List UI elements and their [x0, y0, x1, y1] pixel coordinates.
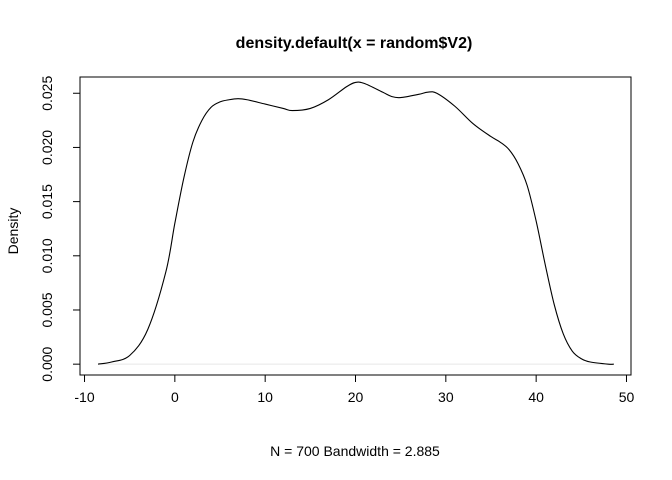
x-tick-label: -10: [74, 389, 94, 405]
y-tick-label: 0.020: [39, 130, 55, 165]
x-tick-label: 50: [619, 389, 635, 405]
y-tick-label: 0.015: [39, 184, 55, 219]
x-tick-label: 30: [438, 389, 454, 405]
density-curve: [97, 81, 614, 365]
y-tick-label: 0.000: [39, 346, 55, 381]
y-axis: 0.000 0.005 0.010 0.015 0.020 0.025: [39, 76, 81, 382]
y-tick-label: 0.005: [39, 292, 55, 327]
x-tick-label: 40: [528, 389, 544, 405]
y-tick-label: 0.010: [39, 238, 55, 273]
x-tick-label: 20: [348, 389, 364, 405]
x-axis: -10 0 10 20 30 40 50: [74, 374, 635, 405]
x-tick-label: 10: [257, 389, 273, 405]
y-axis-label: Density: [5, 208, 21, 255]
plot-frame: [79, 76, 632, 376]
x-tick-label: 0: [171, 389, 179, 405]
chart-title: density.default(x = random$V2): [236, 35, 473, 52]
y-tick-label: 0.025: [39, 76, 55, 111]
x-axis-label: N = 700 Bandwidth = 2.885: [270, 443, 440, 459]
